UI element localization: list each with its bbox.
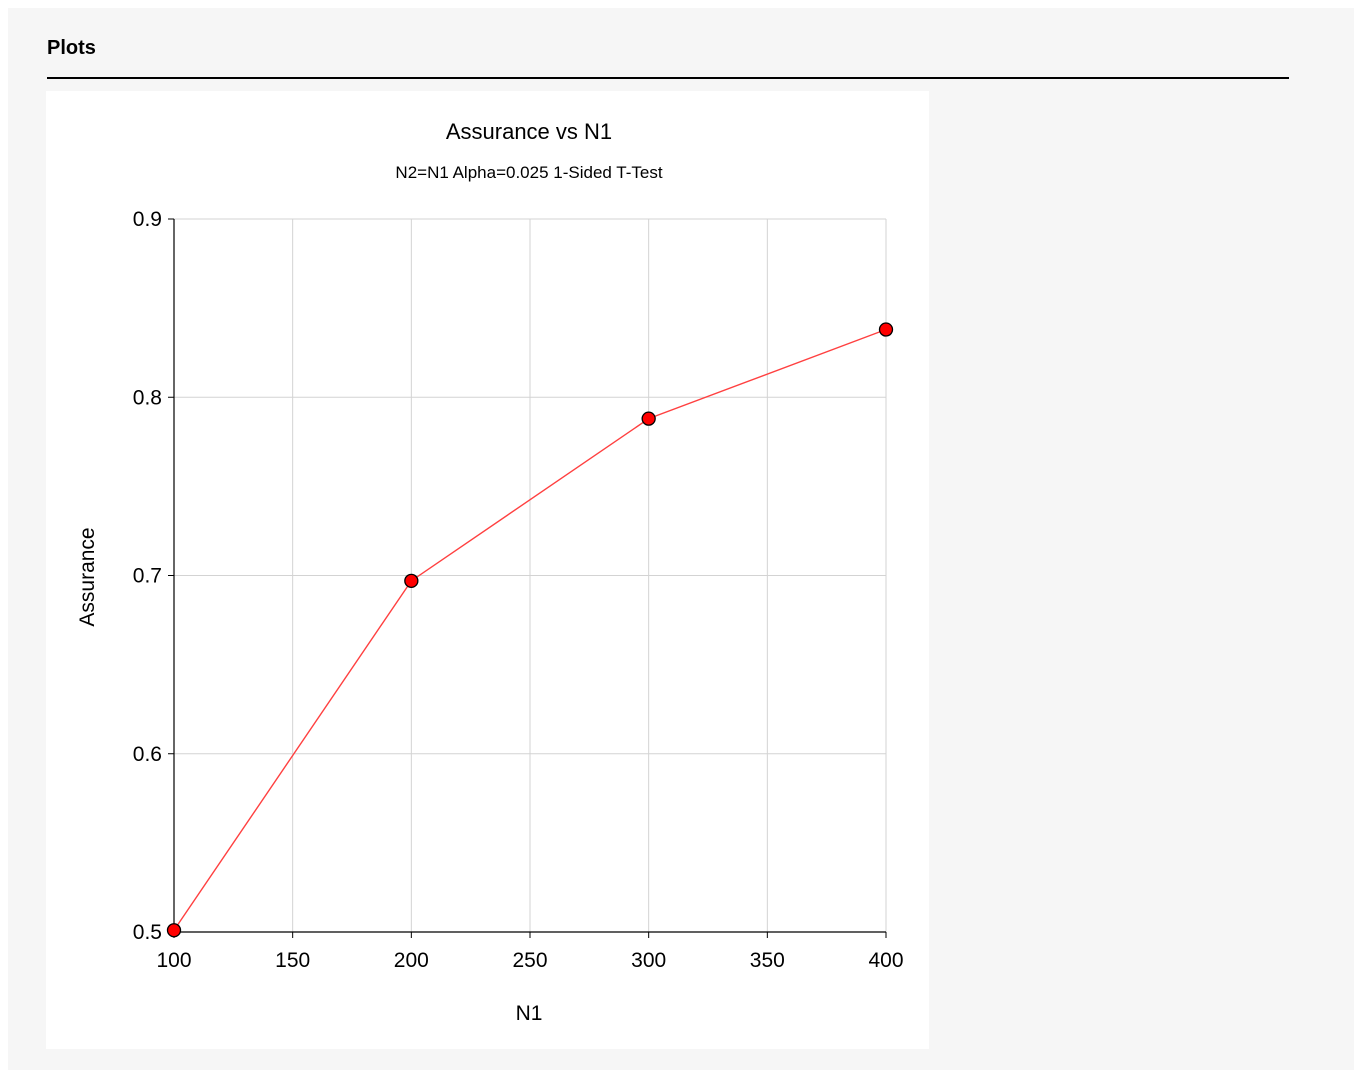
chart-subtitle: N2=N1 Alpha=0.025 1-Sided T-Test	[395, 163, 662, 182]
grid-lines	[174, 218, 887, 932]
assurance-chart: 100 150 200 250 300 350 400 0.5 0.6 0.7 0.8 0.9 Ass…	[76, 119, 904, 1025]
axes	[168, 218, 887, 938]
y-tick-label: 0.6	[133, 743, 162, 766]
series-line	[173, 328, 887, 931]
data-point	[641, 411, 656, 426]
y-tick-label: 0.8	[133, 386, 162, 409]
chart-panel: 100 150 200 250 300 350 400 0.5 0.6 0.7 0.8 0.9 Ass…	[46, 91, 929, 1049]
y-tick-label: 0.7	[133, 565, 162, 588]
section-divider	[47, 77, 1289, 79]
x-tick-label: 300	[631, 949, 666, 972]
x-tick-label: 100	[156, 949, 191, 972]
y-axis-label: Assurance	[76, 527, 99, 626]
data-point	[878, 322, 894, 337]
data-point	[166, 923, 182, 938]
y-tick-label: 0.5	[133, 921, 162, 944]
data-point	[404, 573, 419, 588]
chart-title: Assurance vs N1	[446, 119, 612, 144]
x-tick-label: 150	[275, 949, 310, 972]
x-tick-label: 250	[512, 949, 547, 972]
data-series	[166, 322, 894, 938]
x-axis-label: N1	[516, 1002, 543, 1025]
x-tick-label: 350	[750, 949, 785, 972]
y-tick-label: 0.9	[133, 208, 162, 231]
report-page: Plots 100 150 200 250 300 350 400 0.5 0.6 0.7 0.8 0…	[8, 8, 1354, 1070]
tick-labels: 100 150 200 250 300 350 400 0.5 0.6 0.7 0.8 0.9	[133, 208, 904, 972]
section-title: Plots	[47, 37, 96, 59]
x-tick-label: 400	[868, 949, 903, 972]
x-tick-label: 200	[394, 949, 429, 972]
